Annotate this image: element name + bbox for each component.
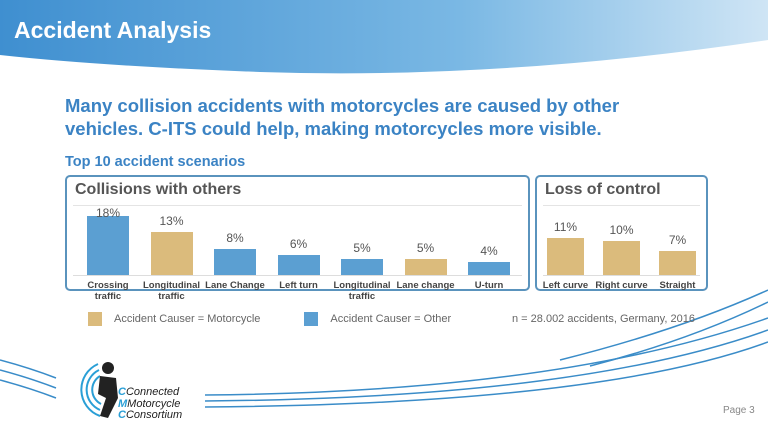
loss-of-control-chart-panel: Loss of control 11% Left curve 10% Right cu… xyxy=(535,175,708,291)
data-label: 11% xyxy=(553,219,578,234)
page-number: Page 3 xyxy=(723,405,755,416)
collisions-chart-panel: Collisions with others 18% Crossing traff… xyxy=(65,175,530,302)
legend-swatch xyxy=(88,312,102,326)
category-label: Crossing traffic xyxy=(87,280,129,302)
bar xyxy=(214,248,256,275)
data-label: 8% xyxy=(226,230,244,245)
bar xyxy=(547,237,584,275)
bar xyxy=(341,258,383,275)
data-label: 13% xyxy=(159,214,184,229)
x-axis xyxy=(543,275,700,276)
bar xyxy=(468,261,510,275)
section-subtitle: Top 10 accident scenarios xyxy=(65,154,246,170)
divider xyxy=(543,205,700,206)
slide-title: Accident Analysis xyxy=(14,17,212,43)
category-label: Straight xyxy=(659,280,696,291)
bar xyxy=(87,215,129,275)
bar xyxy=(404,258,447,275)
bar xyxy=(659,251,696,275)
category-label: Right curve xyxy=(595,280,648,291)
bar xyxy=(603,241,640,275)
chart-title: Collisions with others xyxy=(75,181,242,198)
sample-note: n = 28.002 accidents, Germany, 2016 xyxy=(512,313,695,325)
data-label: 5% xyxy=(416,240,435,255)
x-axis xyxy=(73,275,522,276)
legend-label: Accident Causer = Other xyxy=(330,313,452,325)
data-label: 6% xyxy=(289,237,308,252)
logo-line: Consortium xyxy=(125,409,183,421)
category-label: Lane Change xyxy=(205,280,265,291)
legend-item-motorcycle: Accident Causer = Motorcycle xyxy=(88,312,260,326)
headline: Many collision accidents with motorcycle… xyxy=(65,95,620,139)
legend: Accident Causer = Motorcycle Accident Ca… xyxy=(88,312,451,326)
category-label: Lane change xyxy=(396,280,455,291)
legend-label: Accident Causer = Motorcycle xyxy=(114,313,261,325)
data-label: 7% xyxy=(668,233,687,248)
decorative-curves xyxy=(0,289,768,408)
divider xyxy=(73,205,522,206)
category-label: Left curve xyxy=(542,280,589,291)
data-label: 5% xyxy=(353,240,371,255)
legend-item-other: Accident Causer = Other xyxy=(304,312,451,326)
data-label: 4% xyxy=(480,243,498,258)
category-label: Longitudinal traffic xyxy=(143,280,200,302)
logo-text: CConnected MMotorcycle CConsortium xyxy=(118,386,183,421)
bar xyxy=(277,255,320,275)
category-label: U-turn xyxy=(474,280,504,291)
category-label: Left turn xyxy=(279,280,318,291)
category-label: Longitudinal traffic xyxy=(333,280,391,302)
logo-line: Motorcycle xyxy=(127,397,181,410)
bar xyxy=(150,232,193,275)
logo-line: Connected xyxy=(125,386,180,398)
data-label: 18% xyxy=(95,205,121,220)
header-banner xyxy=(0,0,768,74)
legend-swatch xyxy=(304,312,319,326)
cmc-logo xyxy=(80,362,118,418)
data-label: 10% xyxy=(609,223,634,237)
chart-title: Loss of control xyxy=(545,181,661,198)
